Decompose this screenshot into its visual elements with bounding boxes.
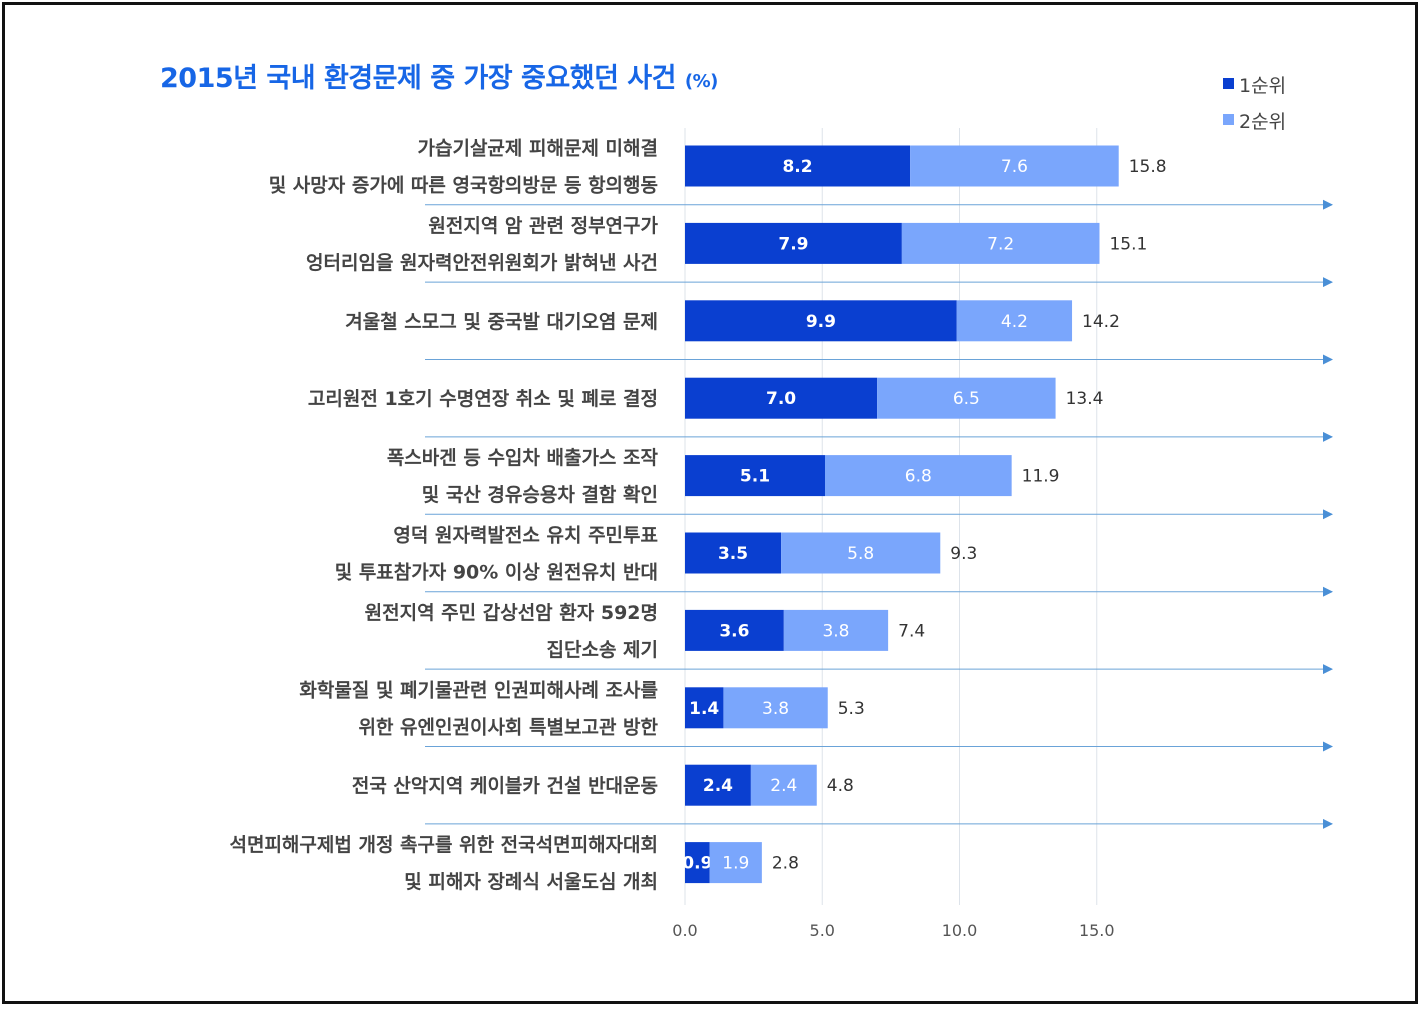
category-label: 석면피해구제법 개정 촉구를 위한 전국석면피해자대회 (229, 834, 658, 856)
title-text: 2015년 국내 환경문제 중 가장 중요했던 사건 (160, 63, 677, 94)
bar-value-label: 5.8 (847, 544, 874, 564)
legend-label: 2순위 (1239, 111, 1286, 133)
bar-value-label: 0.9 (682, 854, 712, 874)
total-label: 7.4 (898, 621, 925, 641)
bar-rank1 (685, 455, 825, 497)
total-label: 5.3 (838, 699, 865, 719)
bar-value-label: 3.8 (762, 699, 789, 719)
bar-rank1 (685, 300, 957, 342)
bar-value-label: 3.5 (718, 544, 748, 564)
x-tick-label: 0.0 (672, 921, 697, 940)
category-label: 및 피해자 장례식 서울도심 개최 (404, 871, 658, 893)
bar-value-label: 7.6 (1001, 157, 1028, 177)
category-label: 및 국산 경유승용차 결함 확인 (422, 483, 658, 506)
title-unit: (%) (684, 71, 719, 92)
bar-rank2 (723, 687, 828, 729)
bar-value-label: 6.5 (953, 389, 980, 409)
bar-value-label: 6.8 (905, 467, 932, 487)
category-label: 가습기살균제 피해문제 미해결 (418, 138, 658, 160)
bar-rank2 (877, 377, 1056, 419)
bar-value-label: 9.9 (806, 312, 836, 332)
bar-rank1 (685, 609, 784, 651)
category-label: 위한 유엔인권이사회 특별보고관 방한 (358, 716, 658, 738)
total-label: 2.8 (772, 854, 799, 874)
bar-rank2 (901, 222, 1100, 264)
bar-rank1 (685, 532, 782, 574)
bar-rank1 (685, 687, 724, 729)
total-label: 14.2 (1082, 312, 1120, 332)
bar-rank2 (956, 300, 1073, 342)
legend-swatch (1223, 78, 1234, 89)
bar-value-label: 3.8 (822, 621, 849, 641)
bar-rank2 (709, 842, 762, 884)
bar-value-label: 2.4 (703, 776, 733, 796)
total-label: 15.8 (1129, 157, 1167, 177)
bar-value-label: 5.1 (740, 467, 770, 487)
total-label: 11.9 (1022, 467, 1060, 487)
chart-title: 2015년 국내 환경문제 중 가장 중요했던 사건 (%) (160, 56, 718, 95)
category-label: 화학물질 및 폐기물관련 인권피해사례 조사를 (299, 679, 658, 701)
bar-value-label: 2.4 (770, 776, 797, 796)
category-label: 원전지역 주민 갑상선암 환자 592명 (365, 602, 658, 624)
bar-value-label: 4.2 (1001, 312, 1028, 332)
bar-rank1 (685, 145, 911, 187)
bar-rank2 (781, 532, 941, 574)
total-label: 15.1 (1109, 234, 1147, 254)
bar-value-label: 1.4 (689, 699, 719, 719)
category-label: 원전지역 암 관련 정부연구가 (428, 215, 658, 237)
bar-rank2 (910, 145, 1119, 187)
legend-label: 1순위 (1239, 75, 1286, 97)
category-label: 전국 산악지역 케이블카 건설 반대운동 (352, 775, 658, 797)
bar-rank2 (824, 455, 1012, 497)
category-label: 및 투표참가자 90% 이상 원전유치 반대 (335, 562, 658, 584)
total-label: 4.8 (827, 776, 854, 796)
bar-rank2 (750, 764, 817, 806)
bar-value-label: 3.6 (719, 621, 749, 641)
bar-rank1 (685, 377, 878, 419)
x-tick-label: 5.0 (810, 921, 835, 940)
bar-value-label: 8.2 (782, 157, 812, 177)
bar-value-label: 7.0 (766, 389, 796, 409)
category-label: 고리원전 1호기 수명연장 취소 및 폐로 결정 (308, 388, 658, 410)
category-label: 집단소송 제기 (547, 639, 659, 661)
category-label: 및 사망자 증가에 따른 영국항의방문 등 항의행동 (269, 175, 658, 197)
bar-rank1 (685, 764, 751, 806)
x-tick-label: 10.0 (942, 921, 978, 940)
bar-value-label: 1.9 (722, 854, 749, 874)
bar-rank1 (685, 222, 902, 264)
category-label: 영덕 원자력발전소 유치 주민투표 (393, 525, 658, 547)
category-label: 엉터리임을 원자력안전위원회가 밝혀낸 사건 (306, 252, 658, 274)
category-label: 겨울철 스모그 및 중국발 대기오염 문제 (345, 311, 658, 333)
bar-value-label: 7.2 (987, 234, 1014, 254)
bar-rank1 (685, 842, 710, 884)
legend-swatch (1223, 114, 1234, 125)
total-label: 13.4 (1066, 389, 1104, 409)
bar-value-label: 7.9 (778, 234, 808, 254)
category-label: 폭스바겐 등 수입차 배출가스 조작 (387, 447, 659, 469)
x-tick-label: 15.0 (1079, 921, 1115, 940)
bar-rank2 (783, 609, 889, 651)
total-label: 9.3 (950, 544, 977, 564)
